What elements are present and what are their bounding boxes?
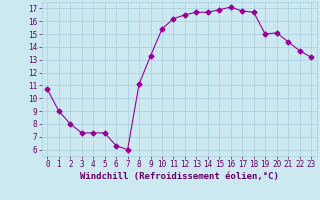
X-axis label: Windchill (Refroidissement éolien,°C): Windchill (Refroidissement éolien,°C) xyxy=(80,172,279,181)
